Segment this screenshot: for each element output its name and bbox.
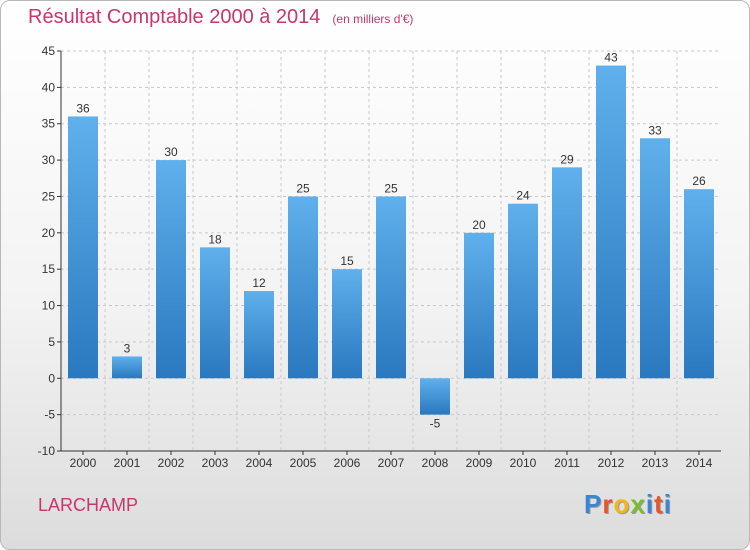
logo-letter: t <box>654 489 664 519</box>
x-tick-label-2006: 2006 <box>334 456 361 470</box>
bar-2007 <box>376 196 406 379</box>
axis-layer: -10 -5 0 5 10 15 20 25 30 35 40 45 <box>38 44 721 458</box>
value-label-2009: 20 <box>472 218 486 232</box>
label-layer: 36 2000 3 2001 30 2002 18 2003 12 2004 25 2005 15 200… <box>70 51 713 470</box>
y-tick-label: 15 <box>42 262 56 276</box>
x-tick-label-2000: 2000 <box>70 456 97 470</box>
x-tick-label-2010: 2010 <box>510 456 537 470</box>
chart-title: Résultat Comptable 2000 à 2014 <box>28 6 321 28</box>
value-label-2006: 15 <box>340 254 354 268</box>
bar-2005 <box>288 196 318 379</box>
y-tick-label: 30 <box>42 153 56 167</box>
y-tick-label: 20 <box>42 226 56 240</box>
x-tick-label-2014: 2014 <box>686 456 713 470</box>
logo-letter: x <box>630 489 646 519</box>
x-tick-label-2002: 2002 <box>158 456 185 470</box>
x-tick-label-2005: 2005 <box>290 456 317 470</box>
logo-letter: i <box>645 489 655 519</box>
bar-2011 <box>552 167 582 379</box>
bar-2009 <box>464 232 494 379</box>
bar-2003 <box>200 247 230 379</box>
value-label-2007: 25 <box>384 181 398 195</box>
logo-letter: o <box>613 489 631 519</box>
y-tick-label: 0 <box>48 371 55 385</box>
y-tick-label: 25 <box>42 189 56 203</box>
value-label-2002: 30 <box>164 145 178 159</box>
bar-2001 <box>112 356 142 379</box>
bar-2002 <box>156 160 186 379</box>
bar-layer <box>68 65 714 415</box>
bar-2014 <box>684 189 714 379</box>
y-tick-label: 35 <box>42 117 56 131</box>
bar-2012 <box>596 65 626 379</box>
value-label-2012: 43 <box>604 51 618 65</box>
bar-2006 <box>332 269 362 379</box>
x-tick-label-2011: 2011 <box>554 456 580 470</box>
bar-2000 <box>68 116 98 379</box>
value-label-2013: 33 <box>648 123 662 137</box>
bar-2013 <box>640 138 670 379</box>
commune-name: LARCHAMP <box>38 495 139 515</box>
x-tick-label-2008: 2008 <box>422 456 449 470</box>
x-tick-label-2004: 2004 <box>246 456 273 470</box>
value-label-2008: -5 <box>430 417 441 431</box>
x-tick-label-2007: 2007 <box>378 456 405 470</box>
y-tick-label: 5 <box>48 335 55 349</box>
value-label-2001: 3 <box>124 341 131 355</box>
proxiti-logo: Proxiti <box>584 489 672 520</box>
value-label-2004: 12 <box>252 276 266 290</box>
y-tick-label: 45 <box>42 44 56 58</box>
y-tick-label: 10 <box>42 299 56 313</box>
y-tick-label: 40 <box>42 80 56 94</box>
bar-2010 <box>508 203 538 379</box>
title-row: Résultat Comptable 2000 à 2014 (en milli… <box>28 6 413 29</box>
value-label-2011: 29 <box>560 152 574 166</box>
x-tick-label-2009: 2009 <box>466 456 493 470</box>
value-label-2010: 24 <box>516 189 530 203</box>
y-tick-label: -10 <box>38 444 56 458</box>
value-label-2003: 18 <box>208 232 222 246</box>
value-label-2005: 25 <box>296 181 310 195</box>
x-tick-label-2003: 2003 <box>202 456 229 470</box>
x-tick-label-2012: 2012 <box>598 456 625 470</box>
y-tick-label: -5 <box>44 408 55 422</box>
logo-letter: i <box>663 489 672 519</box>
chart-subtitle: (en milliers d'€) <box>332 12 414 26</box>
x-tick-label-2013: 2013 <box>642 456 669 470</box>
value-label-2014: 26 <box>692 174 706 188</box>
bar-2004 <box>244 291 274 379</box>
logo-letter: P <box>584 489 603 519</box>
value-label-2000: 36 <box>76 101 90 115</box>
logo-letter: r <box>602 489 614 519</box>
bar-2008 <box>420 378 450 415</box>
x-tick-label-2001: 2001 <box>114 456 141 470</box>
